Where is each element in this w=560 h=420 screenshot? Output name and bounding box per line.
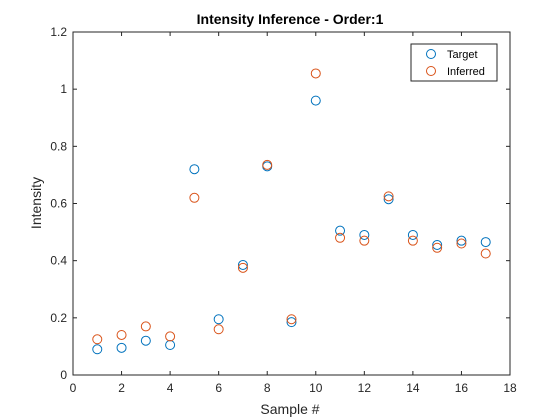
data-point-target: [92, 344, 103, 355]
y-axis-label: Intensity: [28, 177, 44, 229]
data-point-target: [140, 335, 151, 346]
data-point-inferred: [116, 329, 127, 340]
x-tick-label: 18: [503, 381, 517, 395]
data-points: [92, 68, 491, 355]
y-tick-label: 1.2: [50, 25, 67, 39]
x-tick-label: 8: [264, 381, 271, 395]
x-tick-label: 4: [167, 381, 174, 395]
y-tick-label: 0.8: [50, 139, 67, 153]
chart-title: Intensity Inference - Order:1: [197, 11, 384, 27]
data-point-inferred: [92, 334, 103, 345]
legend: Target Inferred: [410, 43, 498, 82]
data-point-target: [286, 317, 297, 328]
x-tick-label: 10: [309, 381, 323, 395]
data-point-target: [213, 314, 224, 325]
data-point-inferred: [262, 159, 273, 170]
legend-marker-inferred: [426, 66, 436, 76]
y-tick-label: 0.6: [50, 197, 67, 211]
y-tick-label: 1: [60, 82, 67, 96]
data-point-target: [335, 225, 346, 236]
x-tick-label: 6: [215, 381, 222, 395]
data-point-inferred: [383, 191, 394, 202]
data-point-target: [310, 95, 321, 106]
data-point-inferred: [286, 314, 297, 325]
legend-label-target: Target: [447, 49, 478, 61]
data-point-inferred: [310, 68, 321, 79]
y-tick-label: 0.2: [50, 311, 67, 325]
data-point-target: [237, 259, 248, 270]
y-tick-label: 0.4: [50, 254, 67, 268]
legend-marker-target: [426, 49, 436, 59]
data-point-target: [383, 194, 394, 205]
data-point-inferred: [407, 235, 418, 246]
data-point-inferred: [335, 232, 346, 243]
axis-ticks: 0 2 4 6 8 10 12 14 16 18 0 0.2 0.4 0.6 0.8 1 1.2: [50, 25, 517, 395]
data-point-inferred: [237, 262, 248, 273]
data-point-inferred: [480, 248, 491, 259]
data-point-inferred: [432, 242, 443, 253]
y-tick-label: 0: [60, 368, 67, 382]
data-point-inferred: [165, 331, 176, 342]
x-tick-label: 12: [358, 381, 372, 395]
data-point-inferred: [456, 238, 467, 249]
data-point-target: [480, 237, 491, 248]
data-point-inferred: [359, 235, 370, 246]
x-axis-label: Sample #: [260, 401, 319, 417]
x-tick-label: 2: [118, 381, 125, 395]
data-point-target: [359, 229, 370, 240]
legend-box: [410, 43, 498, 82]
x-tick-label: 14: [406, 381, 420, 395]
data-point-target: [407, 229, 418, 240]
x-tick-label: 0: [70, 381, 77, 395]
data-point-target: [456, 235, 467, 246]
data-point-target: [116, 342, 127, 353]
data-point-inferred: [140, 321, 151, 332]
data-point-target: [432, 239, 443, 250]
data-point-inferred: [189, 192, 200, 203]
data-point-target: [189, 164, 200, 175]
legend-label-inferred: Inferred: [447, 66, 485, 78]
x-tick-label: 16: [455, 381, 469, 395]
data-point-inferred: [213, 324, 224, 335]
